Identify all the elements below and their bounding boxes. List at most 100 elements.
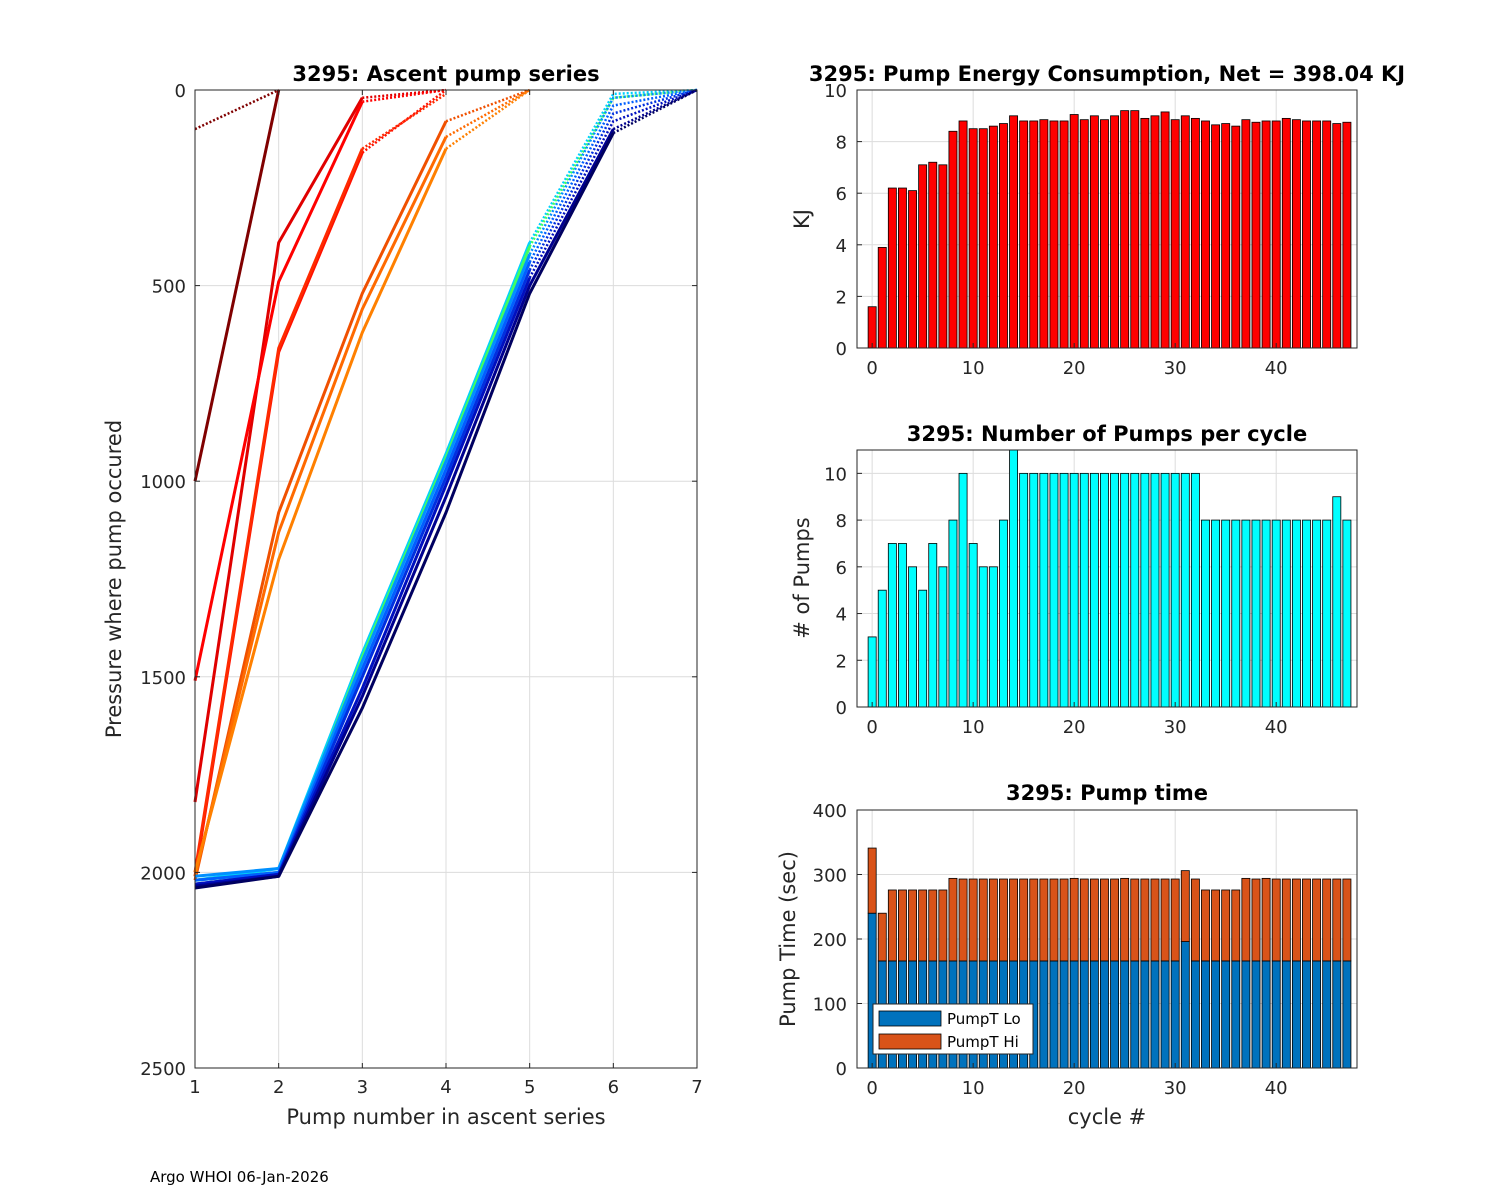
pumps-bar	[887, 543, 897, 708]
pumptime-bar-hi	[1231, 889, 1241, 962]
pumptime-bar-hi	[1110, 878, 1120, 962]
energy-bar	[1312, 120, 1322, 349]
ascent-series-dotted-c10	[528, 88, 698, 255]
pumps-per-cycle-chart: 0 10 20 30 40 0 2 4 6 8 10 3295: Number of Pumps p…	[790, 422, 1358, 738]
energy-bar	[1039, 119, 1049, 349]
pumptime-bar-lo	[1059, 960, 1069, 1069]
pumptime-bar-hi	[1322, 878, 1332, 962]
pumps-x-tick-label: 0	[866, 717, 877, 738]
pumps-bar	[1079, 472, 1089, 708]
pumptime-bar-lo	[1231, 960, 1241, 1069]
pumps-y-tick-label: 2	[836, 651, 847, 672]
pumps-bar	[968, 543, 978, 708]
energy-bar	[1231, 125, 1241, 349]
pumptime-bar-hi	[1140, 878, 1150, 962]
pumps-y-tick-label: 6	[836, 558, 847, 579]
ascent-series-line-c6	[193, 136, 448, 877]
pumptime-bar-lo	[1079, 960, 1089, 1069]
energy-bar	[1130, 110, 1140, 349]
energy-x-tick-label: 10	[962, 358, 985, 379]
energy-bar	[988, 125, 998, 349]
energy-x-tick-label: 30	[1164, 358, 1187, 379]
pumptime-bar-lo	[1332, 960, 1342, 1069]
pumps-y-axis-label: # of Pumps	[790, 517, 814, 639]
energy-bar	[1069, 114, 1079, 349]
pumps-plot-frame	[856, 449, 1358, 708]
ascent-pump-series-chart: 1 2 3 4 5 6 7 0 500 1000 1500 2000 2500 3295: Ascent…	[102, 62, 703, 1129]
pumps-bar	[1110, 472, 1120, 708]
energy-bar	[1190, 117, 1200, 349]
pumptime-bar-hi	[1009, 878, 1019, 962]
energy-bar	[978, 128, 988, 349]
pump-energy-chart: 0 10 20 30 40 0 2 4 6 8 10 3295: Pump Energy Consu…	[790, 62, 1405, 379]
pumps-bar	[1291, 519, 1301, 708]
pumptime-bar-lo	[1291, 960, 1301, 1069]
energy-bar	[1281, 117, 1291, 349]
pumps-bar	[1322, 519, 1332, 708]
pumps-bar	[958, 472, 968, 708]
pumptime-bar-hi	[1302, 878, 1311, 962]
legend-swatch-pumpt-hi	[878, 1033, 942, 1050]
pumps-bar	[1271, 519, 1281, 708]
ascent-series-line-c15	[194, 132, 615, 890]
energy-bar	[1201, 120, 1210, 349]
pumptime-bar-hi	[1120, 877, 1130, 962]
energy-y-tick-label: 6	[836, 184, 847, 205]
pumps-bar	[867, 636, 877, 708]
ascent-series-dotted-c8	[528, 88, 698, 244]
pumptime-bar-hi	[898, 889, 907, 962]
energy-bar	[1150, 115, 1160, 349]
ascent-series-line-c0	[193, 89, 281, 482]
pumptime-bar-hi	[1211, 889, 1221, 962]
pumptime-bar-hi	[1261, 877, 1271, 962]
pumptime-bar-lo	[1049, 960, 1059, 1069]
energy-bar	[867, 306, 877, 349]
pumps-bar	[1019, 472, 1029, 708]
ascent-series-line-c10	[194, 253, 532, 878]
legend-swatch-pumpt-lo	[878, 1010, 942, 1027]
pumps-bar	[1100, 472, 1109, 708]
energy-bar	[1322, 120, 1332, 349]
energy-bar	[948, 130, 958, 349]
ascent-series-line-c13	[194, 277, 532, 886]
pumps-bar	[1231, 519, 1241, 708]
pumps-x-tick-label: 30	[1164, 717, 1187, 738]
ascent-series-dotted-c13	[528, 88, 698, 279]
pumps-bar	[1059, 472, 1069, 708]
pumptime-bar-hi	[1221, 889, 1231, 962]
pumptime-bar-lo	[1160, 960, 1170, 1069]
pumps-bar	[1342, 519, 1352, 708]
pumptime-y-axis-label: Pump Time (sec)	[776, 851, 800, 1027]
pumps-bar	[1069, 472, 1079, 708]
ascent-series-line-c5	[193, 120, 448, 881]
pumps-bar	[1201, 519, 1210, 708]
pumptime-bar-hi	[938, 889, 948, 962]
pumptime-bar-hi	[1251, 878, 1261, 962]
pumps-chart-title: 3295: Number of Pumps per cycle	[907, 422, 1307, 446]
pumps-x-tick-label: 40	[1265, 717, 1288, 738]
pumptime-bar-lo	[1130, 960, 1140, 1069]
energy-bar	[918, 164, 928, 349]
pumptime-bar-lo	[1302, 960, 1311, 1069]
energy-bar	[958, 120, 968, 349]
pumptime-bar-hi	[1332, 878, 1342, 962]
pumptime-bar-lo	[1211, 960, 1221, 1069]
pumps-bar	[1029, 472, 1039, 708]
ascent-chart-title: 3295: Ascent pump series	[292, 62, 599, 86]
pumptime-bar-lo	[1271, 960, 1281, 1069]
pumptime-bar-hi	[908, 889, 917, 962]
legend-label-pumpt-hi: PumpT Hi	[947, 1033, 1019, 1051]
pumptime-bar-hi	[1170, 878, 1180, 962]
energy-bar	[1059, 120, 1069, 349]
pumptime-bar-hi	[1190, 878, 1200, 962]
ascent-series-dotted-c3	[361, 88, 447, 154]
pumptime-y-tick-label: 300	[813, 866, 847, 887]
energy-bar	[1291, 119, 1301, 349]
energy-bar	[1342, 121, 1352, 349]
ascent-y-tick-label: 1500	[140, 668, 186, 689]
ascent-series-dotted-c5	[445, 88, 531, 123]
pumps-x-tick-label: 10	[962, 717, 985, 738]
pumptime-bar-hi	[928, 889, 938, 962]
pumptime-bar-hi	[1201, 889, 1210, 962]
